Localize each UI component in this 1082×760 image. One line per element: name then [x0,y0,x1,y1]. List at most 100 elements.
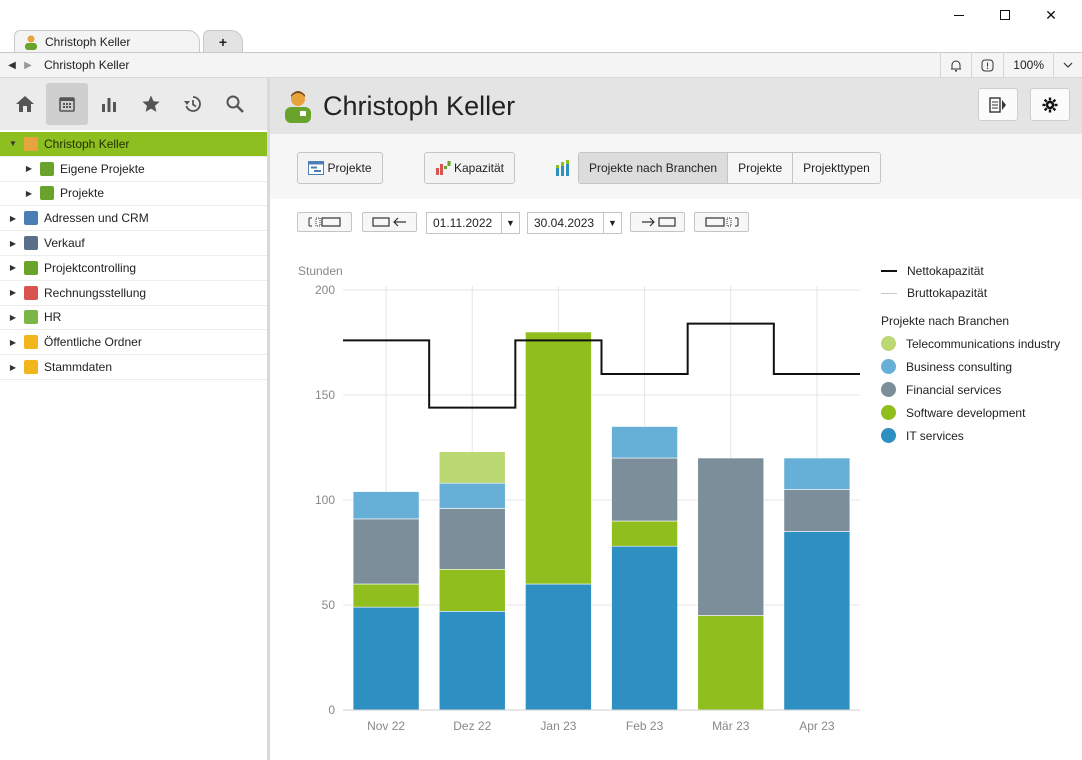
caret-right-icon[interactable]: ▶ [9,337,17,347]
maximize-button[interactable] [982,4,1028,26]
legend-item[interactable]: Nettokapazität [881,264,1081,278]
tree-item[interactable]: ▶ Verkauf [0,231,267,256]
home-button[interactable] [4,83,46,125]
date-to-picker[interactable]: 30.04.2023 ▼ [527,212,622,234]
legend-swatch [881,336,896,351]
segment-projekte[interactable]: Projekte [728,153,794,183]
projekte-view-button[interactable]: Projekte [297,152,383,184]
tree-item[interactable]: ▶ Öffentliche Ordner [0,330,267,356]
zoom-out-range-button[interactable] [297,212,352,232]
chevron-down-icon[interactable]: ▼ [501,213,519,233]
person-icon [24,136,38,151]
legend-item[interactable]: Bruttokapazität [881,286,1081,300]
search-button[interactable] [214,83,256,125]
tree-item[interactable]: ▶ Stammdaten [0,355,267,380]
favorites-button[interactable] [130,83,172,125]
caret-right-icon[interactable]: ▶ [25,188,33,198]
calendar-button[interactable] [46,83,88,125]
history-button[interactable] [172,83,214,125]
caret-down-icon[interactable]: ▼ [9,139,17,149]
legend-line-swatch [881,292,897,294]
shift-back-button[interactable] [362,212,417,232]
back-button[interactable]: ◀ [8,59,16,71]
expand-range-icon [308,217,341,227]
caret-right-icon[interactable]: ▶ [9,263,17,273]
y-tick-label: 100 [315,493,335,507]
tab-christoph-keller[interactable]: Christoph Keller [14,30,200,52]
legend-item[interactable]: Software development [881,405,1081,420]
legend-item[interactable]: Financial services [881,382,1081,397]
capacity-chart: Stunden 0 50 100 150 200 Nov 22 Dez 22 Jan 23 Feb… [270,250,1082,760]
tree-item[interactable]: ▶ Projekte [0,182,267,207]
caret-right-icon[interactable]: ▶ [9,362,17,372]
minimize-icon [954,14,964,16]
caret-right-icon[interactable]: ▶ [9,288,17,298]
legend-item[interactable]: IT services [881,428,1081,443]
legend-item[interactable]: Telecommunications industry [881,336,1081,351]
tree-item[interactable]: ▶ HR [0,306,267,331]
tree-item-label: Eigene Projekte [60,161,145,176]
segment-projekte-nach-branchen[interactable]: Projekte nach Branchen [579,153,729,183]
y-tick-label: 200 [315,283,335,297]
details-panel-button[interactable] [978,88,1018,121]
bar-segment [352,518,420,585]
forward-button[interactable]: ▶ [24,59,32,71]
chart-legend: Nettokapazität Bruttokapazität Projekte na… [881,264,1081,451]
reports-button[interactable] [88,83,130,125]
tree-item-label: Christoph Keller [44,136,130,151]
minimize-button[interactable] [936,4,982,26]
bar-chart-icon [102,98,116,112]
project-icon [40,186,54,201]
controlling-icon [24,260,38,275]
tree-item[interactable]: ▶ Eigene Projekte [0,157,267,182]
bar-segment [611,545,678,711]
caret-right-icon[interactable]: ▶ [25,164,33,174]
tree-item[interactable]: ▶ Projektcontrolling [0,256,267,281]
shift-right-icon [641,217,676,227]
zoom-in-range-button[interactable] [694,212,749,232]
kapazitaet-view-button[interactable]: Kapazität [424,152,515,184]
notification-button[interactable] [940,52,971,78]
address-bar: ◀ ▶ Christoph Keller 100% [0,52,1082,78]
tree-item-label: Verkauf [44,236,85,251]
legend-item[interactable]: Business consulting [881,359,1081,374]
bar-segment [783,531,851,711]
settings-button[interactable] [1030,88,1070,121]
y-tick-label: 50 [322,598,336,612]
sidebar-splitter[interactable] [267,78,270,760]
capacity-step-line [343,322,860,409]
tree-item[interactable]: ▼ Christoph Keller [0,132,267,157]
breadcrumb: Christoph Keller [44,58,130,72]
bar-segment [525,331,592,585]
person-icon [25,35,37,50]
tree-item-label: Projekte [60,186,105,201]
tree-item[interactable]: ▶ Rechnungsstellung [0,281,267,306]
legend-swatch [881,405,896,420]
zoom-dropdown-button[interactable] [1053,52,1082,78]
info-button[interactable] [971,52,1003,78]
bar-segment [525,583,592,711]
tree-item-label: Projektcontrolling [44,260,137,275]
shift-forward-button[interactable] [630,212,685,232]
page-title: Christoph Keller [323,90,516,121]
bar-segment [783,489,851,532]
tree-item-label: Stammdaten [44,360,113,375]
gantt-icon [308,161,325,175]
caret-right-icon[interactable]: ▶ [9,213,17,223]
legend-line-swatch [881,270,897,272]
tree-item[interactable]: ▶ Adressen und CRM [0,206,267,232]
x-tick-label: Apr 23 [799,719,835,733]
zoom-level[interactable]: 100% [1003,52,1053,78]
bar-segment [438,568,506,612]
close-button[interactable]: ✕ [1028,4,1074,26]
folder-icon [24,360,38,375]
segment-projekttypen[interactable]: Projekttypen [793,153,880,183]
caret-right-icon[interactable]: ▶ [9,238,17,248]
date-from-picker[interactable]: 01.11.2022 ▼ [426,212,520,234]
chevron-down-icon[interactable]: ▼ [603,213,621,233]
add-tab-button[interactable]: + [203,30,243,52]
kapazitaet-view-label: Kapazität [453,161,505,175]
star-icon [142,95,160,112]
contacts-icon [24,211,38,226]
caret-right-icon[interactable]: ▶ [9,312,17,322]
